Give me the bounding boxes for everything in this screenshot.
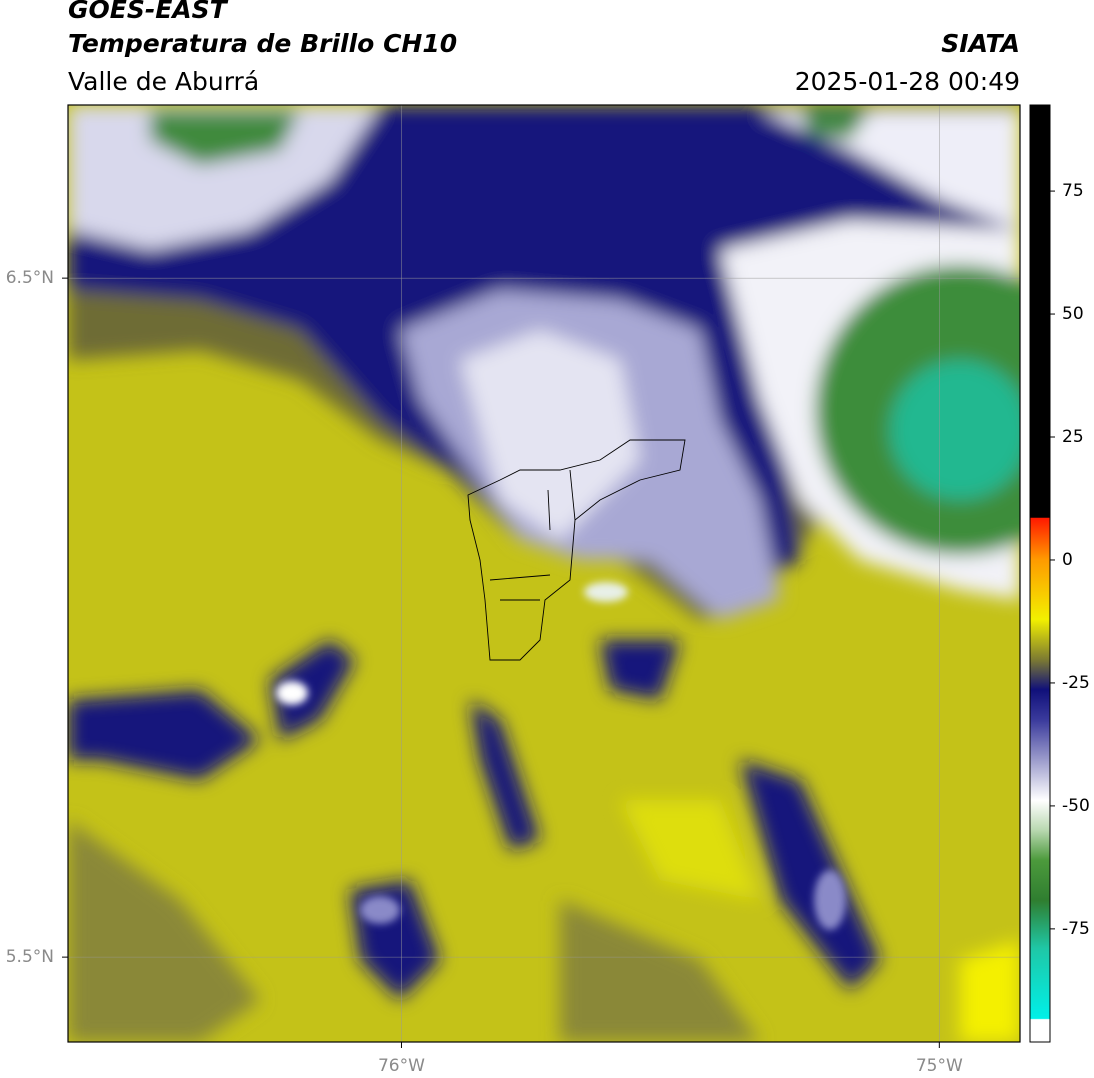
olive-patch [560, 900, 760, 1042]
municipal-boundaries [467, 439, 686, 661]
colorbar-label: 75 [1062, 181, 1084, 201]
cold-cell [600, 640, 680, 700]
region: Valle de Aburrá [68, 67, 259, 96]
cold-cell [270, 640, 355, 740]
cold-spot [584, 582, 628, 602]
cold-cell [740, 760, 880, 990]
warm-core [150, 110, 300, 165]
colorbar-label: -75 [1062, 919, 1090, 939]
colorbar [1029, 104, 1051, 1043]
cloud-field [68, 105, 1020, 1042]
warm-patch [620, 800, 760, 900]
lon-label: 76°W [378, 1056, 425, 1076]
cold-spot [360, 896, 400, 924]
satellite: GOES-EAST [68, 0, 229, 24]
lon-label: 75°W [916, 1056, 963, 1076]
lat-label: 5.5°N [6, 947, 54, 967]
cold-cell [470, 700, 540, 850]
product: Temperatura de Brillo CH10 [68, 29, 457, 58]
colorbar-label: 50 [1062, 304, 1084, 324]
warm-core [800, 110, 870, 140]
cloud-detail [276, 582, 846, 930]
anvil-core [460, 330, 640, 540]
datetime: 2025-01-28 00:49 [795, 67, 1020, 96]
source: SIATA [941, 29, 1020, 58]
cold-spot [276, 681, 308, 705]
cold-cell [68, 690, 260, 780]
olive-patch [68, 820, 260, 1042]
cold-top [760, 110, 1020, 230]
cold-spot [814, 870, 846, 930]
colorbar-label: -25 [1062, 673, 1090, 693]
imagery [68, 105, 1020, 1042]
lat-label: 6.5°N [6, 268, 54, 288]
colorbar-label: 25 [1062, 427, 1084, 447]
warm-patch [960, 940, 1020, 1042]
warm-center [890, 360, 1020, 500]
cold-top [68, 105, 380, 250]
graticule [68, 105, 1020, 1042]
colorbar-label: -50 [1062, 796, 1090, 816]
map-frame [67, 104, 1021, 1043]
colorbar-label: 0 [1062, 550, 1073, 570]
